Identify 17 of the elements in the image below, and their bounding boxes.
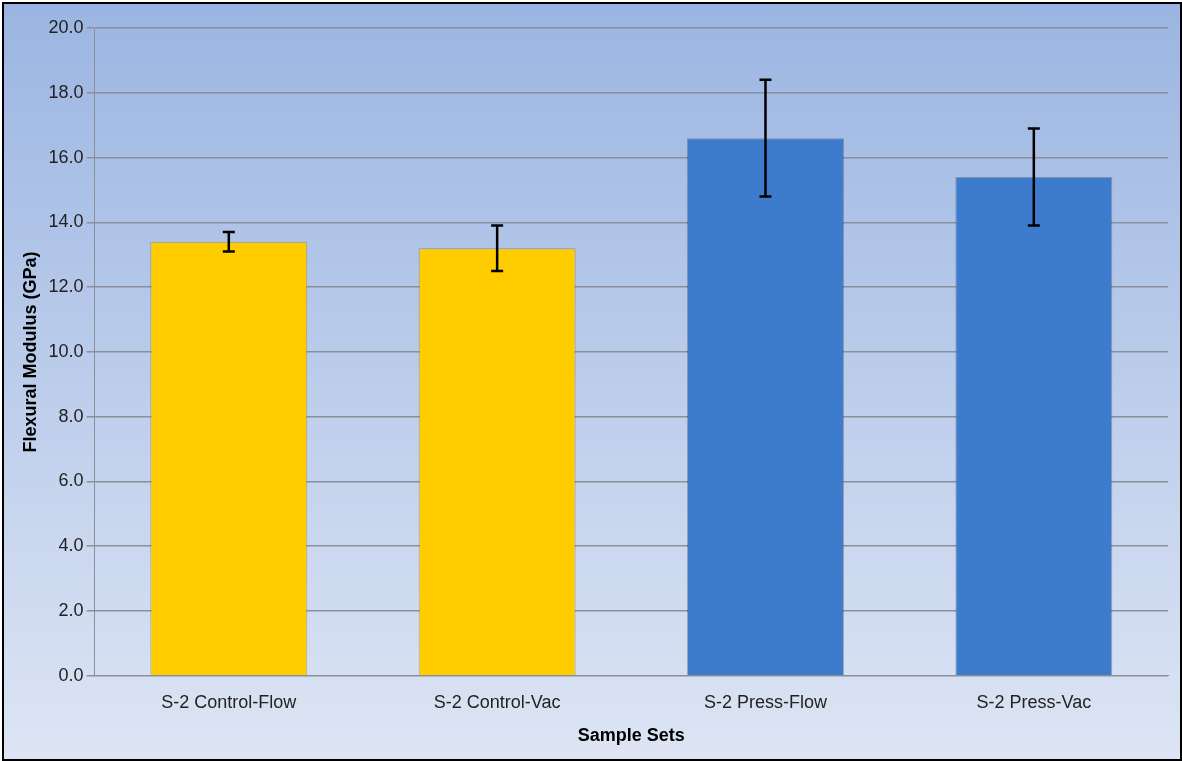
y-tick-label: 6.0 — [58, 470, 84, 491]
x-tick-label: S-2 Control-Flow — [161, 691, 298, 712]
y-tick-label: 10.0 — [48, 340, 84, 361]
y-tick-label: 8.0 — [58, 405, 84, 426]
y-tick-label: 4.0 — [58, 535, 84, 556]
y-tick-label: 18.0 — [48, 81, 84, 102]
x-axis-title: Sample Sets — [577, 725, 685, 746]
y-tick-label: 2.0 — [58, 599, 84, 620]
y-tick-label: 0.0 — [58, 664, 84, 685]
y-tick-label: 20.0 — [48, 16, 84, 37]
x-tick-label: S-2 Press-Flow — [703, 691, 828, 712]
x-tick-label: S-2 Press-Vac — [976, 691, 1092, 712]
x-tick-label: S-2 Control-Vac — [433, 691, 561, 712]
y-tick-label: 16.0 — [48, 146, 84, 167]
y-tick-label: 14.0 — [48, 211, 84, 232]
y-axis-title: Flexural Modulus (GPa) — [19, 251, 40, 453]
y-tick-label: 12.0 — [48, 276, 84, 297]
